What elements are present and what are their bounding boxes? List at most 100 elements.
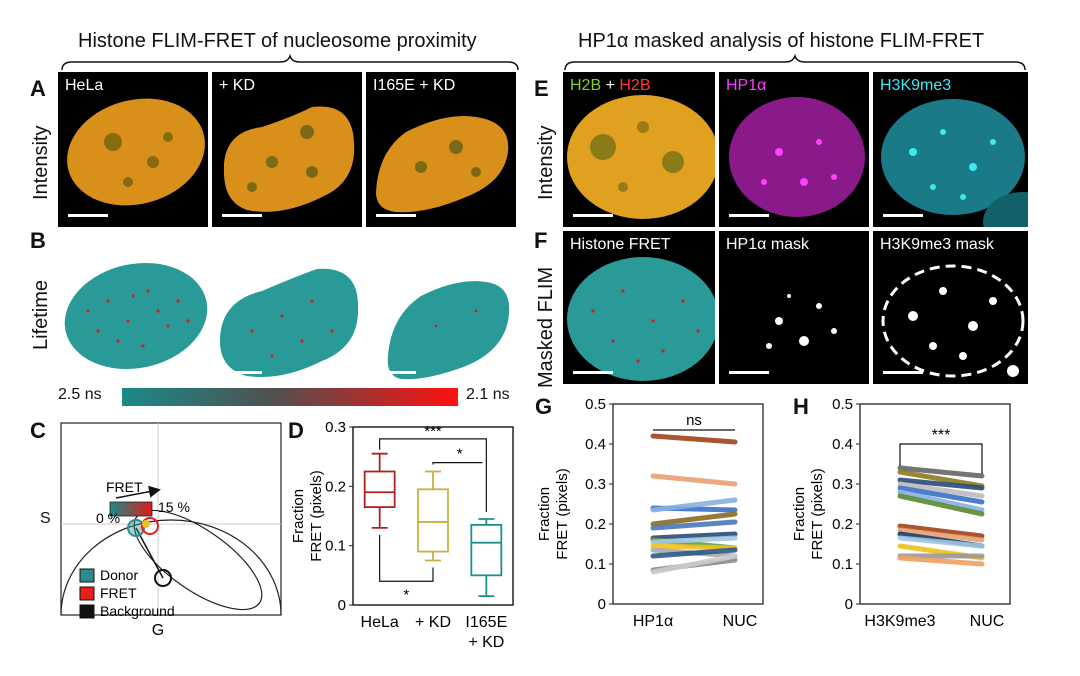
- panel-e-h3: H3K9me3: [873, 72, 1028, 227]
- scale-bar: [729, 214, 769, 217]
- series-line: [650, 543, 738, 551]
- panel-a-hela: HeLa: [58, 72, 208, 227]
- chart-frame: [612, 403, 764, 605]
- series-line: [897, 489, 985, 513]
- x-tick-label: HeLa: [361, 614, 399, 631]
- panel-letter-a: A: [30, 76, 46, 101]
- paired-line-chart-h: 0 0.1 0.2 0.3 0.4 0.5 FractionFRET (pixels) H3K…: [791, 396, 1011, 630]
- left-header: Histone FLIM-FRET of nucleosome proximit…: [78, 30, 477, 52]
- panel-f-label-1: Histone FRET: [570, 236, 671, 253]
- row-label-lifetime: Lifetime: [30, 279, 52, 350]
- sig-bracket: [432, 462, 483, 465]
- x-tick-label: HP1α: [633, 613, 673, 630]
- nucleus-image: [567, 95, 715, 219]
- panel-e-label-3: H3K9me3: [880, 77, 952, 94]
- y-tick-label: 0.2: [585, 516, 606, 533]
- row-label-masked-flim: Masked FLIM: [535, 266, 557, 388]
- row-label-intensity-right: Intensity: [535, 125, 557, 200]
- fret-arrow: [115, 485, 161, 499]
- x-tick-label: I165E: [465, 614, 507, 631]
- chart-frame: [859, 403, 1011, 605]
- panel-b-label-1: HeLa: [65, 236, 104, 253]
- panel-b-kd: + KD: [212, 231, 362, 384]
- y-tick-label: 0.2: [325, 478, 346, 495]
- background-marker: [154, 569, 172, 587]
- panel-b-label-2: + KD: [219, 236, 256, 253]
- scale-bar: [573, 214, 613, 217]
- chart-frame: [352, 426, 514, 606]
- x-tick-label: + KD: [415, 614, 451, 631]
- sig-label: *: [457, 446, 463, 463]
- scale-bar: [376, 214, 416, 217]
- series-line: [650, 553, 738, 575]
- donor-marker: [127, 519, 145, 537]
- fret-label: FRET: [106, 479, 143, 495]
- scale-bar: [573, 371, 613, 374]
- panel-a-label-3: I165E + KD: [373, 77, 456, 94]
- nucleus-image: [376, 116, 509, 213]
- x-tick-label: NUC: [970, 613, 1005, 630]
- box-body: [417, 488, 449, 553]
- box-body: [363, 470, 396, 508]
- legend-label-background: Background: [100, 603, 175, 619]
- right-brace: [564, 54, 1026, 71]
- universal-circle: [60, 519, 282, 616]
- row-label-intensity-left: Intensity: [30, 125, 52, 200]
- scale-bar: [376, 371, 416, 374]
- legend-swatch-donor: [79, 568, 95, 583]
- legend-swatch-fret: [79, 586, 95, 601]
- y-tick-label: 0: [598, 596, 606, 613]
- phasor-xlabel: G: [152, 622, 164, 639]
- sig-bracket: [379, 534, 434, 582]
- y-tick-label: 0.3: [585, 476, 606, 493]
- panel-e-label-1: H2B + H2B: [570, 77, 650, 95]
- scale-bar: [883, 371, 923, 374]
- y-tick-label: 0.3: [832, 476, 853, 493]
- panel-a-kd: + KD: [212, 72, 362, 227]
- series-line: [897, 485, 985, 505]
- sig-bracket: [379, 438, 487, 512]
- series-line: [650, 497, 738, 513]
- series-line: [897, 535, 985, 549]
- panel-letter-h: H: [793, 394, 809, 419]
- series-line: [897, 481, 985, 499]
- y-axis-label: FractionFRET (pixels): [290, 470, 325, 561]
- legend-label-donor: Donor: [100, 567, 138, 583]
- lifetime-image: [64, 262, 208, 370]
- nucleus-image: [223, 106, 355, 212]
- phasor-contour: [133, 509, 263, 611]
- fret-center-marker: [142, 520, 150, 528]
- pct15-label: 15 %: [158, 499, 190, 515]
- boxplot-chart: 0 0.1 0.2 0.3 FractionFRET (pixels) HeLa + KD I…: [290, 419, 514, 651]
- y-tick-label: 0: [338, 597, 346, 614]
- phasor-frame: [60, 422, 282, 616]
- panel-e-hp1: HP1α: [719, 72, 869, 227]
- phasor-trajectory: [135, 527, 164, 579]
- fret-marker: [141, 517, 159, 535]
- plus-label: +: [601, 77, 620, 94]
- paired-line-chart-g: 0 0.1 0.2 0.3 0.4 0.5 FractionFRET (pixels) HP1…: [536, 396, 764, 630]
- scale-bar: [68, 371, 108, 374]
- sig-label: ***: [424, 423, 442, 440]
- lifetime-image: [220, 268, 359, 377]
- nucleus-image: [67, 98, 205, 206]
- hp1-mask-image: [766, 294, 837, 349]
- panel-f-hp1-mask: HP1α mask: [719, 231, 869, 384]
- sig-bracket: [899, 443, 983, 474]
- x-tick-label: + KD: [468, 634, 504, 651]
- panel-b-label-3: I165E + KD: [373, 236, 456, 253]
- left-brace: [61, 54, 519, 71]
- y-tick-label: 0.5: [585, 396, 606, 413]
- scale-bar: [883, 214, 923, 217]
- series-line: [897, 527, 985, 543]
- panel-b-i165e: I165E + KD: [366, 231, 516, 384]
- sig-label: *: [403, 586, 409, 603]
- y-tick-label: 0.2: [832, 516, 853, 533]
- y-axis-label: FractionFRET (pixels): [791, 468, 826, 559]
- x-tick-label: NUC: [723, 613, 758, 630]
- h3k9me3-mask-image: [881, 264, 1025, 378]
- x-tick-label: H3K9me3: [864, 613, 935, 630]
- legend-swatch-background: [79, 604, 95, 619]
- panel-a-label-2: + KD: [219, 77, 256, 94]
- h2b-green-label: H2B: [570, 77, 602, 94]
